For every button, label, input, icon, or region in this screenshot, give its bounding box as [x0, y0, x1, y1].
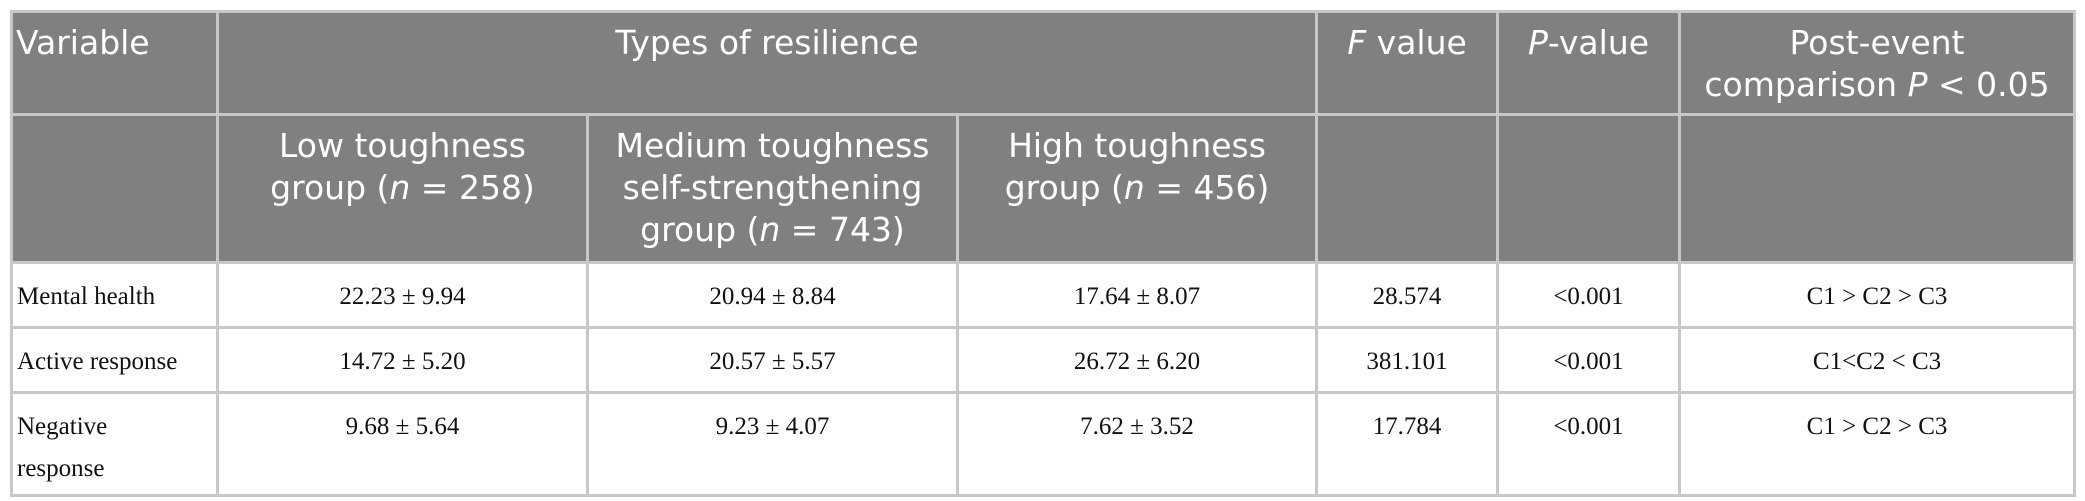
header-blank-p	[1496, 113, 1682, 264]
header-blank-f	[1315, 113, 1500, 264]
cell-variable: Negative response	[10, 391, 219, 497]
cell-p: <0.001	[1496, 391, 1682, 497]
table-row: Active response 14.72 ± 5.20 20.57 ± 5.5…	[10, 326, 2077, 394]
header-group-low: Low toughness group (n = 258)	[216, 113, 589, 264]
header-types-of-resilience: Types of resilience	[215, 10, 1319, 116]
cell-c2: 20.57 ± 5.57	[586, 326, 959, 394]
cell-variable: Active response	[10, 326, 219, 394]
cell-c3: 26.72 ± 6.20	[955, 326, 1319, 394]
header-blank-post	[1678, 113, 2077, 264]
cell-c2: 20.94 ± 8.84	[586, 261, 959, 329]
cell-c1: 9.68 ± 5.64	[216, 391, 589, 497]
cell-post: C1<C2 < C3	[1678, 326, 2077, 394]
resilience-table: Variable Types of resilience F value P-v…	[10, 10, 2077, 497]
table-row: Mental health 22.23 ± 9.94 20.94 ± 8.84 …	[10, 261, 2077, 329]
cell-c2: 9.23 ± 4.07	[586, 391, 959, 497]
cell-f: 17.784	[1315, 391, 1500, 497]
cell-variable: Mental health	[10, 261, 219, 329]
header-group-medium: Medium toughness self-strengthening grou…	[586, 113, 959, 264]
cell-post: C1 > C2 > C3	[1678, 261, 2077, 329]
cell-c1: 22.23 ± 9.94	[216, 261, 589, 329]
cell-post: C1 > C2 > C3	[1678, 391, 2077, 497]
header-row-2: Low toughness group (n = 258) Medium tou…	[10, 113, 2077, 264]
header-blank-variable	[10, 113, 219, 264]
header-p-value: P-value	[1496, 10, 1682, 116]
header-post-event: Post-event comparison P < 0.05	[1678, 10, 2077, 116]
header-group-high: High toughness group (n = 456)	[955, 113, 1319, 264]
cell-p: <0.001	[1496, 261, 1682, 329]
cell-c3: 7.62 ± 3.52	[955, 391, 1319, 497]
header-f-value: F value	[1315, 10, 1500, 116]
table-row: Negative response 9.68 ± 5.64 9.23 ± 4.0…	[10, 391, 2077, 497]
cell-c1: 14.72 ± 5.20	[216, 326, 589, 394]
header-row-1: Variable Types of resilience F value P-v…	[10, 10, 2077, 116]
cell-f: 381.101	[1315, 326, 1500, 394]
cell-p: <0.001	[1496, 326, 1682, 394]
cell-c3: 17.64 ± 8.07	[955, 261, 1319, 329]
cell-f: 28.574	[1315, 261, 1500, 329]
header-variable: Variable	[10, 10, 219, 116]
